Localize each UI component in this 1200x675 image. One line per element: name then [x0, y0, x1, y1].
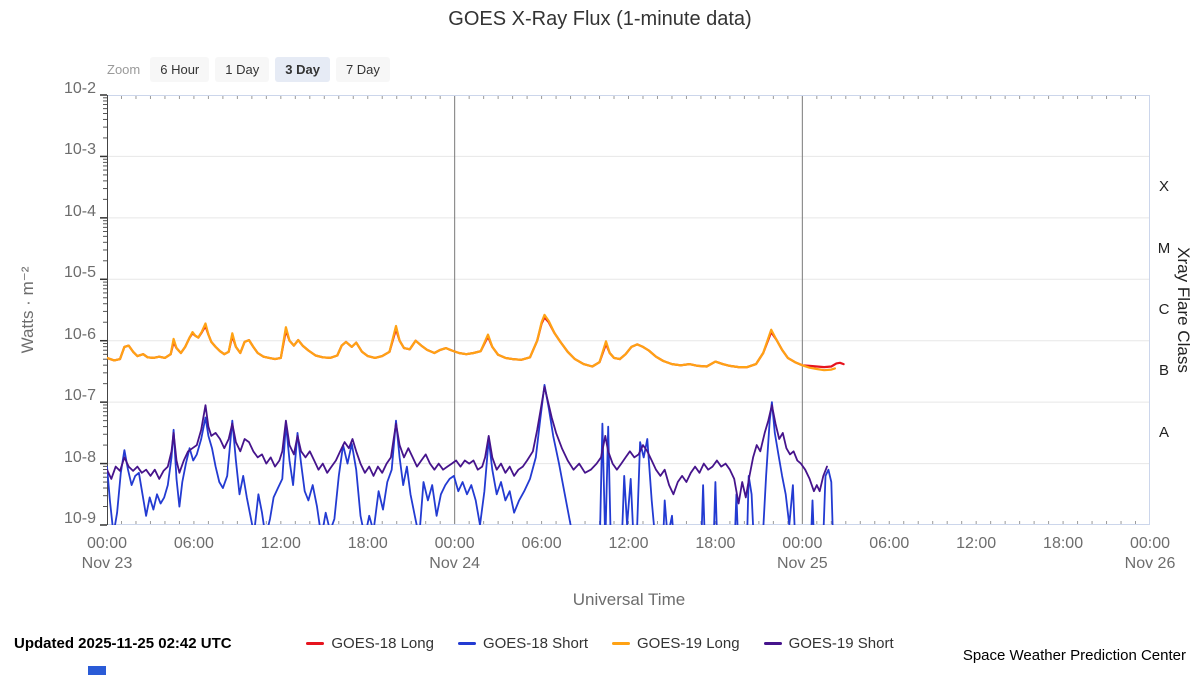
y-tick-label: 10-5: [63, 264, 96, 282]
legend-swatch-goes18-short: [457, 642, 476, 645]
legend-swatch-goes18-long: [306, 642, 325, 645]
y-tick-label: 10-3: [63, 141, 96, 159]
x-tick-time: 18:00: [347, 535, 388, 552]
zoom-button-7day[interactable]: 7 Day: [335, 57, 390, 82]
x-axis-title: Universal Time: [572, 590, 686, 609]
legend-swatch-goes19-short: [763, 642, 782, 645]
series-goes-18-long: [107, 316, 845, 369]
series-goes-19-long: [107, 313, 837, 372]
zoom-toolbar: Zoom 6 Hour 1 Day 3 Day 7 Day: [107, 57, 390, 82]
legend-label-goes19-long: GOES-19 Long: [637, 635, 740, 652]
legend-item-goes18-long[interactable]: GOES-18 Long: [306, 635, 434, 652]
flare-class-c: C: [1158, 301, 1170, 318]
y-tick-label: 10-9: [63, 510, 96, 527]
legend-item-goes19-short[interactable]: GOES-19 Short: [763, 635, 894, 652]
x-tick-time: 12:00: [608, 535, 649, 552]
updated-timestamp: Updated 2025-11-25 02:42 UTC: [14, 635, 232, 652]
y-tick-label: 10-4: [63, 202, 96, 220]
y-axis-title: Watts · m⁻²: [18, 266, 37, 354]
x-tick-time: 06:00: [869, 535, 910, 552]
legend-swatch-goes19-long: [612, 642, 630, 645]
x-tick-date: Nov 26: [1124, 555, 1176, 572]
chart-title: GOES X-Ray Flux (1-minute data): [448, 8, 752, 30]
flare-class-x: X: [1158, 178, 1169, 196]
x-tick-time: 12:00: [956, 535, 997, 552]
legend-item-goes18-short[interactable]: GOES-18 Short: [457, 635, 588, 652]
x-tick-time: 00:00: [86, 535, 128, 552]
zoom-button-6hour[interactable]: 6 Hour: [150, 57, 210, 82]
x-tick-time: 06:00: [173, 535, 214, 552]
y-tick-label: 10-8: [63, 448, 96, 466]
flare-class-a: A: [1158, 423, 1169, 441]
x-tick-date: Nov 25: [776, 555, 828, 572]
x-tick-time: 00:00: [782, 535, 823, 552]
legend: GOES-18 Long GOES-18 Short GOES-19 Long …: [0, 635, 1200, 652]
x-tick-date: Nov 23: [81, 555, 133, 572]
x-tick-time: 00:00: [1129, 535, 1171, 552]
right-axis-title: Xray Flare Class: [1174, 247, 1193, 373]
x-tick-time: 18:00: [1043, 535, 1084, 552]
source-credit: Space Weather Prediction Center: [962, 647, 1186, 664]
x-tick-date: Nov 24: [429, 555, 480, 572]
legend-item-goes19-long[interactable]: GOES-19 Long: [612, 635, 740, 652]
x-tick-time: 00:00: [434, 535, 475, 552]
flare-class-m: M: [1157, 239, 1171, 257]
x-tick-time: 06:00: [521, 535, 562, 552]
zoom-button-1day[interactable]: 1 Day: [215, 57, 270, 82]
partial-button[interactable]: [88, 666, 106, 675]
zoom-button-3day[interactable]: 3 Day: [275, 57, 330, 82]
series-goes-18-short: [107, 383, 834, 525]
x-tick-time: 18:00: [695, 535, 736, 552]
legend-label-goes19-short: GOES-19 Short: [788, 635, 894, 652]
x-tick-time: 12:00: [260, 535, 301, 552]
legend-label-goes18-short: GOES-18 Short: [482, 635, 588, 652]
y-tick-label: 10-7: [63, 387, 96, 405]
flare-class-b: B: [1158, 362, 1169, 380]
zoom-label: Zoom: [107, 62, 141, 77]
series-goes-19-short: [107, 385, 828, 505]
plot-area[interactable]: [92, 90, 1165, 535]
y-tick-label: 10-6: [63, 325, 96, 343]
y-tick-label: 10-2: [63, 80, 96, 97]
legend-label-goes18-long: GOES-18 Long: [331, 635, 434, 652]
